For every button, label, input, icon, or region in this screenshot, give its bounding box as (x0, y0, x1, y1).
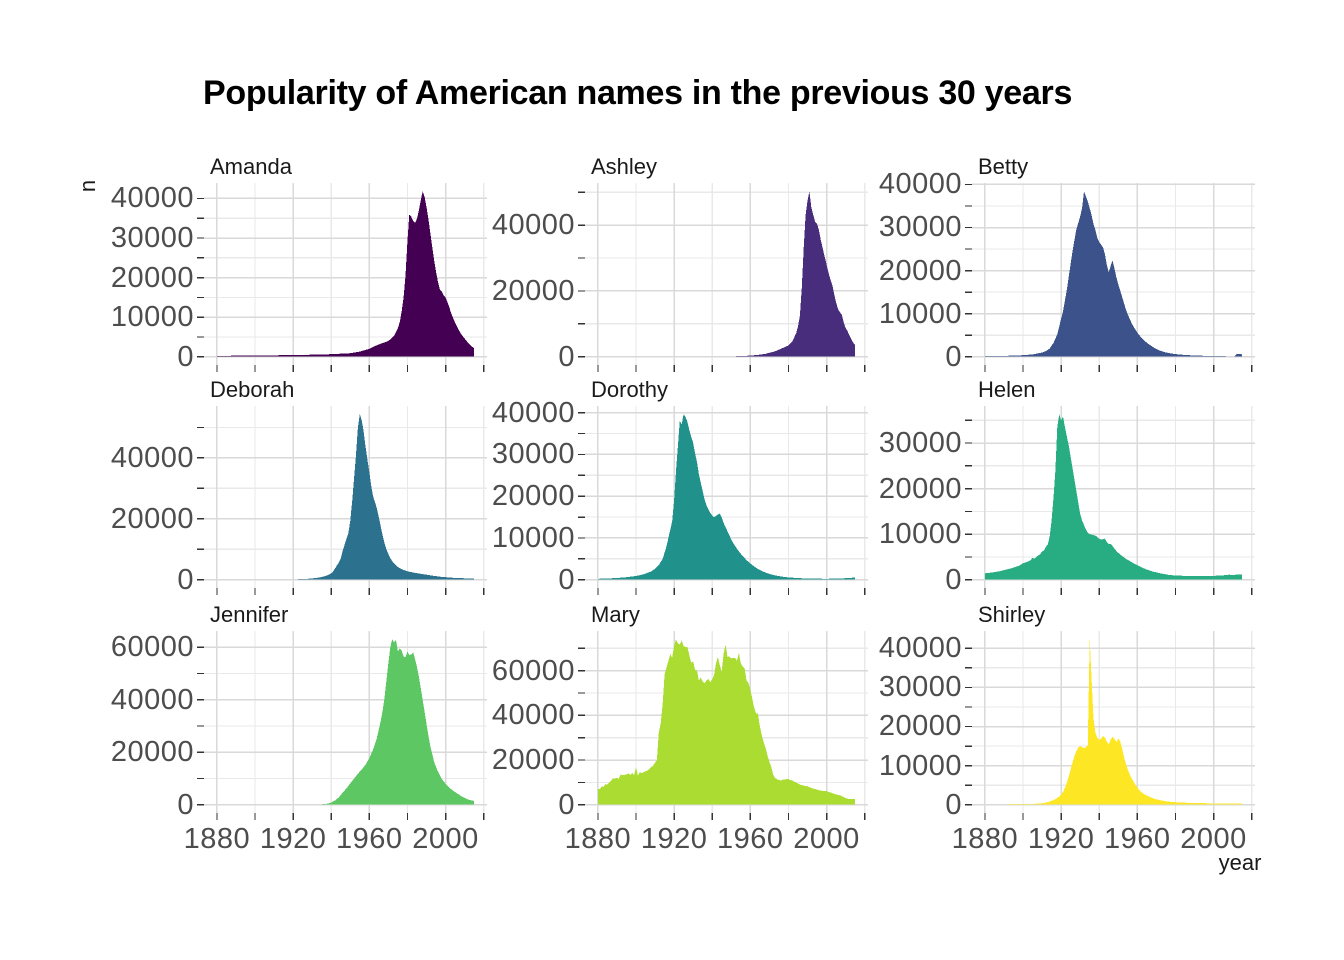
facet-label-amanda: Amanda (210, 154, 292, 179)
y-tick-label: 40000 (110, 441, 194, 474)
y-tick-label: 20000 (110, 736, 194, 769)
y-tick-label: 10000 (878, 518, 962, 551)
facet-panel-deborah (197, 406, 487, 595)
y-tick-label: 20000 (491, 744, 575, 776)
facet-label-deborah: Deborah (210, 377, 295, 402)
x-tick-label: 1880 (183, 823, 251, 855)
y-tick-label: 20000 (491, 274, 575, 307)
y-tick-label: 40000 (878, 632, 962, 665)
x-tick-label: 1960 (336, 823, 403, 855)
y-tick-label: 0 (945, 340, 962, 373)
x-tick-label: 1960 (717, 823, 784, 855)
y-tick-label: 60000 (491, 654, 575, 687)
y-tick-label: 20000 (878, 710, 962, 743)
facet-label-jennifer: Jennifer (210, 602, 289, 627)
y-tick-label: 30000 (878, 426, 962, 459)
facet-panel-mary (578, 631, 868, 820)
y-tick-label: 20000 (110, 261, 194, 294)
facet-label-betty: Betty (978, 154, 1029, 179)
y-tick-label: 40000 (491, 699, 575, 732)
y-tick-label: 30000 (110, 221, 194, 254)
facet-label-helen: Helen (978, 377, 1036, 402)
facet-panel-shirley (965, 631, 1255, 820)
y-tick-label: 0 (558, 563, 575, 596)
facet-panel-helen (965, 406, 1255, 595)
y-tick-label: 20000 (878, 254, 962, 287)
y-tick-label: 10000 (491, 521, 575, 554)
y-tick-label: 10000 (878, 749, 962, 782)
facet-panel-amanda (197, 183, 487, 372)
chart-title: Popularity of American names in the prev… (203, 74, 1073, 112)
y-tick-label: 60000 (110, 631, 194, 664)
facet-panel-betty (965, 183, 1255, 372)
y-tick-label: 0 (558, 788, 575, 821)
y-tick-label: 0 (177, 788, 194, 821)
y-tick-label: 40000 (878, 168, 962, 201)
x-tick-label: 1880 (564, 823, 632, 855)
facet-panel-jennifer (197, 631, 487, 820)
facet-label-shirley: Shirley (978, 602, 1046, 627)
y-tick-label: 40000 (491, 209, 575, 242)
y-tick-label: 10000 (878, 297, 962, 330)
y-tick-label: 40000 (110, 683, 194, 716)
y-tick-label: 0 (945, 563, 962, 596)
x-tick-label: 1960 (1104, 823, 1171, 855)
y-tick-label: 10000 (110, 301, 194, 334)
y-tick-label: 30000 (878, 211, 962, 244)
y-tick-label: 20000 (110, 502, 194, 535)
y-tick-label: 40000 (491, 396, 575, 429)
facet-panel-dorothy (578, 406, 868, 595)
x-tick-label: 1880 (951, 823, 1019, 855)
x-tick-label: 1920 (259, 823, 327, 855)
y-tick-label: 20000 (491, 480, 575, 513)
x-tick-label: 2000 (793, 823, 860, 855)
y-tick-label: 40000 (110, 182, 194, 215)
facet-label-dorothy: Dorothy (591, 377, 669, 402)
y-tick-label: 30000 (878, 671, 962, 704)
facet-label-mary: Mary (591, 602, 640, 627)
x-tick-label: 1920 (640, 823, 708, 855)
facet-panel-ashley (578, 183, 868, 372)
y-tick-label: 0 (558, 340, 575, 373)
x-tick-label: 1920 (1027, 823, 1095, 855)
x-tick-label: 2000 (1180, 823, 1247, 855)
x-tick-label: 2000 (412, 823, 479, 855)
y-tick-label: 30000 (491, 438, 575, 471)
y-tick-label: 0 (177, 563, 194, 596)
x-axis-title: year (1218, 850, 1262, 875)
y-tick-label: 0 (177, 340, 194, 373)
y-tick-label: 0 (945, 788, 962, 821)
facet-label-ashley: Ashley (591, 154, 658, 179)
y-tick-label: 20000 (878, 472, 962, 505)
